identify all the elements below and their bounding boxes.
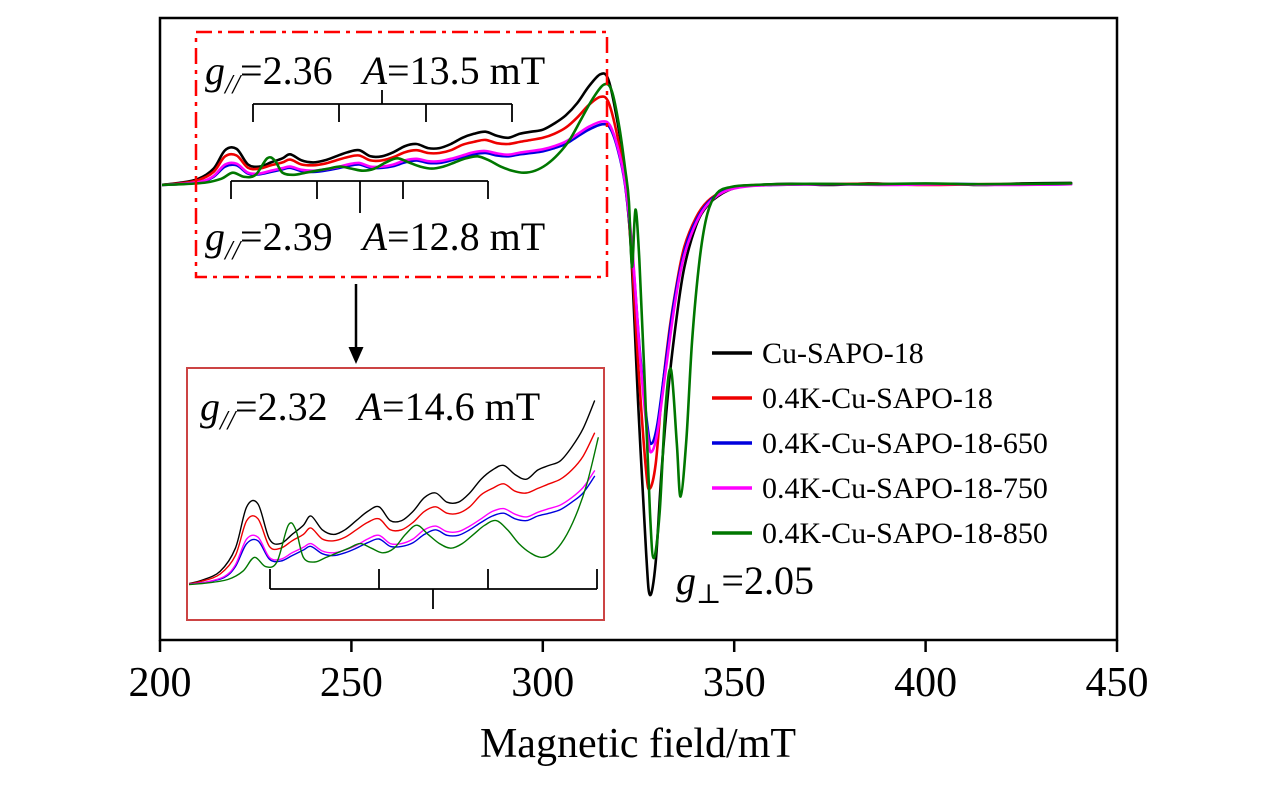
- x-tick-label: 350: [703, 660, 766, 706]
- legend-label: 0.4K-Cu-SAPO-18-750: [762, 472, 1048, 505]
- zoom-arrow: [348, 284, 364, 364]
- inset-box: [186, 367, 605, 621]
- inset-curve-0.4K-Cu-SAPO-18-850: [189, 437, 599, 586]
- legend-label: 0.4K-Cu-SAPO-18-650: [762, 427, 1048, 460]
- inset-curve-0.4K-Cu-SAPO-18: [189, 432, 596, 585]
- inset-curves: [189, 400, 599, 586]
- plot-frame: [158, 16, 1119, 642]
- curve-0.4K-Cu-SAPO-18-850: [162, 82, 1073, 560]
- hyperfine-comb-lower: [230, 180, 489, 213]
- legend-label: Cu-SAPO-18: [762, 337, 924, 370]
- hyperfine-highlight-box: [194, 30, 609, 279]
- curve-0.4K-Cu-SAPO-18-750: [162, 120, 1073, 454]
- x-axis-title: Magnetic field/mT: [480, 721, 796, 767]
- x-tick-label: 400: [894, 660, 957, 706]
- legend-label: 0.4K-Cu-SAPO-18: [762, 382, 993, 415]
- inset-curve-Cu-SAPO-18: [189, 400, 596, 585]
- x-tick-label: 200: [129, 660, 192, 706]
- legend-label: 0.4K-Cu-SAPO-18-850: [762, 517, 1048, 550]
- annotation-g-parallel-2-32: g//=2.32 A=14.6 mT: [200, 384, 540, 435]
- legend: Cu-SAPO-18 0.4K-Cu-SAPO-18 0.4K-Cu-SAPO-18…: [712, 337, 1048, 550]
- hyperfine-comb-inset: [269, 569, 598, 609]
- hyperfine-comb-upper: [252, 90, 513, 122]
- annotation-g-parallel-2-36: g//=2.36 A=13.5 mT: [205, 48, 545, 99]
- x-tick-label: 300: [511, 660, 574, 706]
- inset-curve-0.4K-Cu-SAPO-18-750: [189, 470, 596, 586]
- x-axis-ticks: 200 250 300 350 400 450: [129, 640, 1149, 706]
- annotation-g-perp-2-05: g⊥=2.05: [676, 558, 814, 609]
- x-tick-label: 450: [1086, 660, 1149, 706]
- main-curves: [162, 72, 1073, 597]
- x-tick-label: 250: [320, 660, 383, 706]
- annotation-g-parallel-2-39: g//=2.39 A=12.8 mT: [205, 214, 545, 265]
